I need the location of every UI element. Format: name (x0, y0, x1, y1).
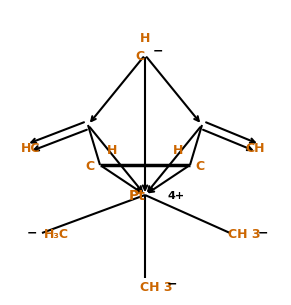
Text: H: H (140, 32, 150, 45)
Text: −: − (26, 227, 37, 239)
Text: −: − (153, 45, 164, 58)
Text: C: C (135, 51, 145, 63)
Text: C: C (195, 160, 204, 174)
Text: H: H (173, 143, 183, 156)
Text: HC: HC (21, 142, 41, 155)
Text: CH: CH (245, 142, 265, 155)
Text: CH 3: CH 3 (140, 281, 173, 294)
Text: 4+: 4+ (168, 191, 185, 201)
Text: −: − (167, 278, 178, 291)
Text: CH 3: CH 3 (228, 228, 260, 241)
Text: −: − (258, 227, 269, 239)
Text: C: C (86, 160, 95, 174)
Text: H: H (107, 143, 117, 156)
Text: H₃C: H₃C (44, 228, 69, 241)
Text: Pt: Pt (129, 189, 146, 203)
